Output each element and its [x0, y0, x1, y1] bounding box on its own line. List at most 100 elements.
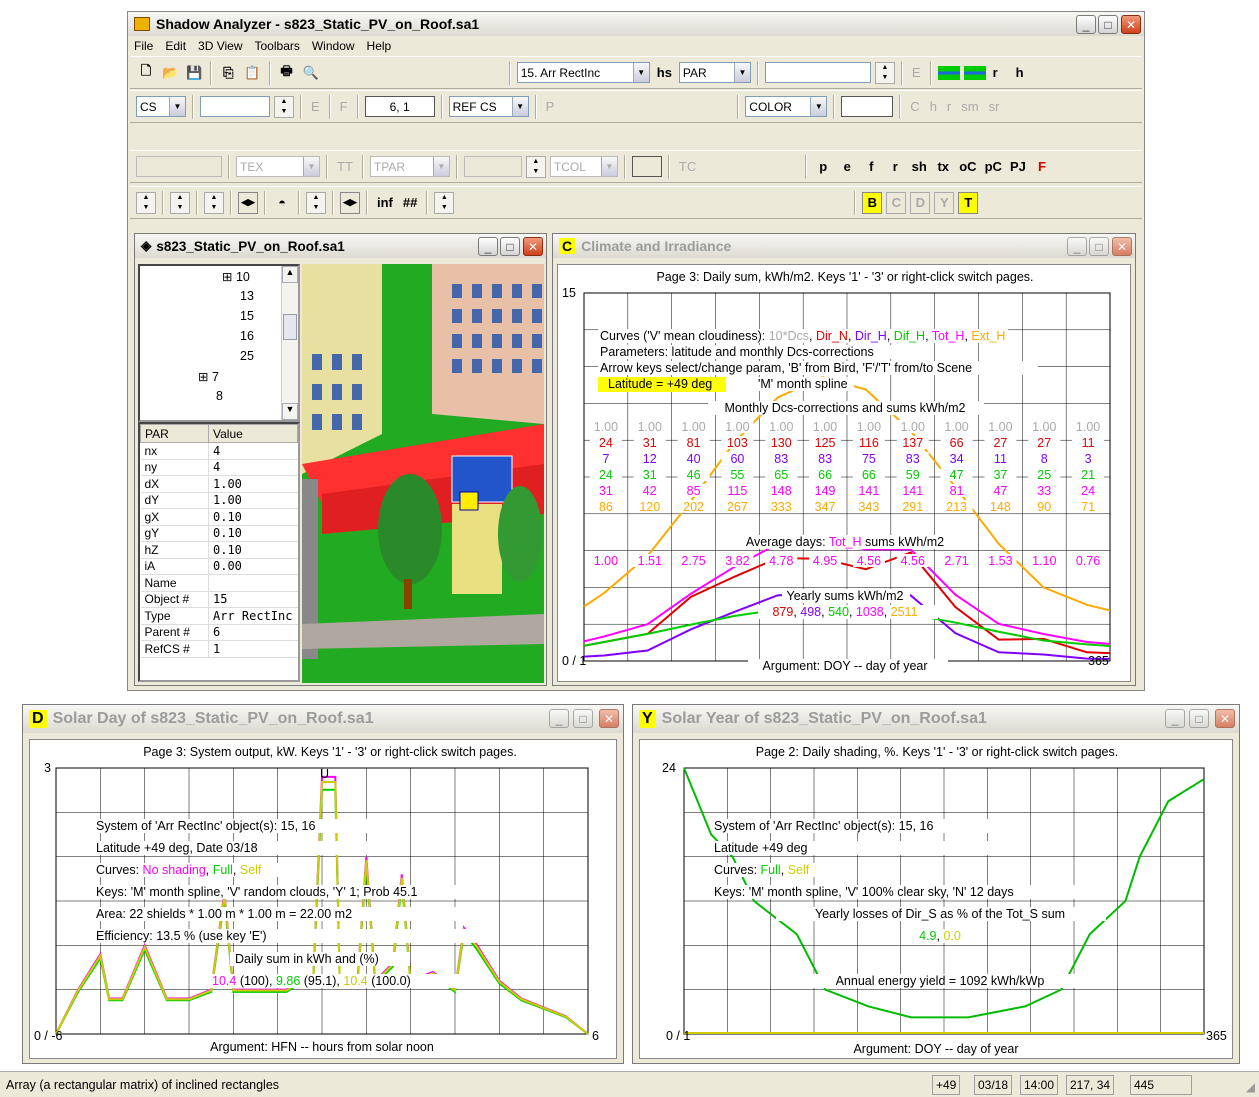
menu-edit[interactable]: Edit: [165, 39, 187, 53]
copy-icon[interactable]: ⎘: [223, 64, 234, 80]
mode-b[interactable]: B: [862, 191, 883, 214]
print-icon[interactable]: 🖶: [280, 62, 293, 78]
r-color-button[interactable]: r: [946, 99, 952, 114]
scroll-up-icon[interactable]: ▲: [282, 266, 298, 283]
r-button[interactable]: r: [992, 65, 998, 80]
tpar-field[interactable]: [463, 156, 522, 177]
lr-arrows-1[interactable]: ◀▶: [238, 191, 258, 214]
f-button[interactable]: F: [339, 99, 348, 114]
spinner-3[interactable]: ▲ ▼: [204, 191, 224, 214]
mode-c[interactable]: C: [886, 191, 907, 214]
scene-close-button[interactable]: ✕: [523, 237, 543, 256]
spinner-4[interactable]: ▲ ▼: [306, 191, 326, 214]
3d-scene-view[interactable]: [302, 264, 544, 683]
cs-select[interactable]: CS ▼: [136, 96, 186, 117]
key-e[interactable]: e: [843, 159, 851, 174]
h-button[interactable]: h: [1015, 65, 1024, 80]
key-r[interactable]: r: [892, 159, 898, 174]
parameter-table[interactable]: PAR Value nx 4 ny 4 dX 1.00 dY 1.00 gX 0.10 gY 0.10 h…: [138, 422, 300, 682]
param-value[interactable]: Arr RectInc: [208, 607, 298, 625]
year-chart[interactable]: Page 2: Daily shading, %. Keys '1' - '3'…: [639, 739, 1233, 1059]
value-spinner[interactable]: ▲ ▼: [874, 61, 895, 84]
key-tx[interactable]: tx: [937, 159, 950, 174]
key-f-red[interactable]: F: [1037, 159, 1046, 174]
day-maximize-button[interactable]: □: [573, 709, 593, 728]
hash-button[interactable]: ##: [402, 195, 418, 210]
scroll-down-icon[interactable]: ▼: [282, 403, 298, 420]
key-p[interactable]: p: [819, 159, 828, 174]
tt-button[interactable]: TT: [337, 159, 353, 174]
param-value[interactable]: 1.00: [208, 492, 298, 509]
climate-minimize-button[interactable]: _: [1067, 237, 1087, 256]
tpar-spinner[interactable]: ▲ ▼: [525, 155, 546, 178]
menu-window[interactable]: Window: [311, 39, 355, 53]
day-chart[interactable]: Page 3: System output, kW. Keys '1' - '3…: [29, 739, 617, 1059]
mode-d[interactable]: D: [910, 191, 931, 214]
scene-maximize-button[interactable]: □: [500, 237, 520, 256]
param-value[interactable]: 15: [208, 591, 298, 608]
param-row[interactable]: hZ 0.10: [140, 541, 298, 559]
param-value[interactable]: [208, 574, 298, 592]
param-row[interactable]: Type Arr RectInc: [140, 607, 298, 625]
color-select[interactable]: COLOR ▼: [745, 96, 828, 117]
close-button[interactable]: ✕: [1121, 15, 1141, 34]
tree-item-16[interactable]: 16: [240, 329, 254, 343]
layer-icon-1[interactable]: [937, 65, 960, 80]
p-button[interactable]: P: [545, 99, 555, 114]
key-pj[interactable]: PJ: [1009, 159, 1026, 174]
param-row[interactable]: dX 1.00: [140, 475, 298, 493]
param-value[interactable]: 0.10: [208, 525, 298, 542]
hs-button[interactable]: hs: [656, 65, 672, 80]
param-row[interactable]: RefCS #1: [140, 640, 298, 658]
preview-icon[interactable]: 🔍: [302, 64, 319, 80]
tpar-select[interactable]: TPAR ▼: [369, 156, 450, 177]
inf-button[interactable]: inf: [377, 195, 393, 210]
refcs-select[interactable]: REF CS ▼: [448, 96, 529, 117]
spinner-5[interactable]: ▲ ▼: [434, 191, 455, 214]
param-row[interactable]: ny 4: [140, 459, 298, 476]
object-tree[interactable]: ⊞ 10 13 15 16 25 ⊞ 7 8 ▲ ▼: [138, 264, 300, 422]
h-color-button[interactable]: h: [929, 99, 937, 114]
tree-item-15[interactable]: 15: [240, 309, 254, 323]
layer-icon-2[interactable]: [963, 65, 986, 80]
maximize-button[interactable]: □: [1098, 15, 1118, 34]
year-maximize-button[interactable]: □: [1189, 709, 1209, 728]
param-value[interactable]: 1: [208, 640, 298, 658]
tree-item-25[interactable]: 25: [240, 349, 254, 363]
param-row[interactable]: dY 1.00: [140, 492, 298, 509]
day-minimize-button[interactable]: _: [549, 709, 569, 728]
day-close-button[interactable]: ✕: [599, 709, 619, 728]
sm-button[interactable]: sm: [961, 99, 979, 114]
e-cs-button[interactable]: E: [311, 99, 320, 114]
color-field[interactable]: [841, 96, 894, 117]
cs-spinner[interactable]: ▲ ▼: [274, 95, 294, 118]
sr-button[interactable]: sr: [988, 99, 1000, 114]
param-row[interactable]: iA 0.00: [140, 558, 298, 575]
param-row[interactable]: Parent #6: [140, 624, 298, 641]
param-value[interactable]: 4: [208, 459, 298, 476]
param-value[interactable]: 4: [208, 442, 298, 460]
key-sh[interactable]: sh: [911, 159, 927, 174]
spinner-1[interactable]: ▲ ▼: [136, 191, 156, 214]
param-value[interactable]: 1.00: [208, 475, 298, 493]
tree-item-10[interactable]: ⊞ 10: [222, 270, 250, 284]
cs-field[interactable]: [200, 96, 270, 117]
tcol-field[interactable]: [631, 156, 662, 177]
tree-item-13[interactable]: 13: [240, 289, 254, 303]
e-button[interactable]: E: [911, 65, 921, 80]
param-value[interactable]: 0.10: [208, 508, 298, 526]
param-row[interactable]: Name: [140, 574, 298, 592]
tc-button[interactable]: TC: [678, 159, 697, 174]
save-icon[interactable]: 💾: [186, 64, 203, 80]
globe-icon[interactable]: ◓: [278, 195, 286, 210]
key-f[interactable]: f: [869, 159, 874, 174]
tree-scrollbar[interactable]: ▲ ▼: [281, 266, 298, 420]
c-button[interactable]: C: [910, 99, 920, 114]
param-row[interactable]: nx 4: [140, 442, 298, 460]
scene-minimize-button[interactable]: _: [478, 237, 498, 256]
tcol-select[interactable]: TCOL ▼: [549, 156, 618, 177]
param-row[interactable]: Object #15: [140, 591, 298, 608]
minimize-button[interactable]: _: [1076, 15, 1096, 34]
resize-grip-icon[interactable]: ◢: [1245, 1080, 1255, 1094]
climate-chart[interactable]: Page 3: Daily sum, kWh/m2. Keys '1' - '3…: [557, 264, 1131, 682]
